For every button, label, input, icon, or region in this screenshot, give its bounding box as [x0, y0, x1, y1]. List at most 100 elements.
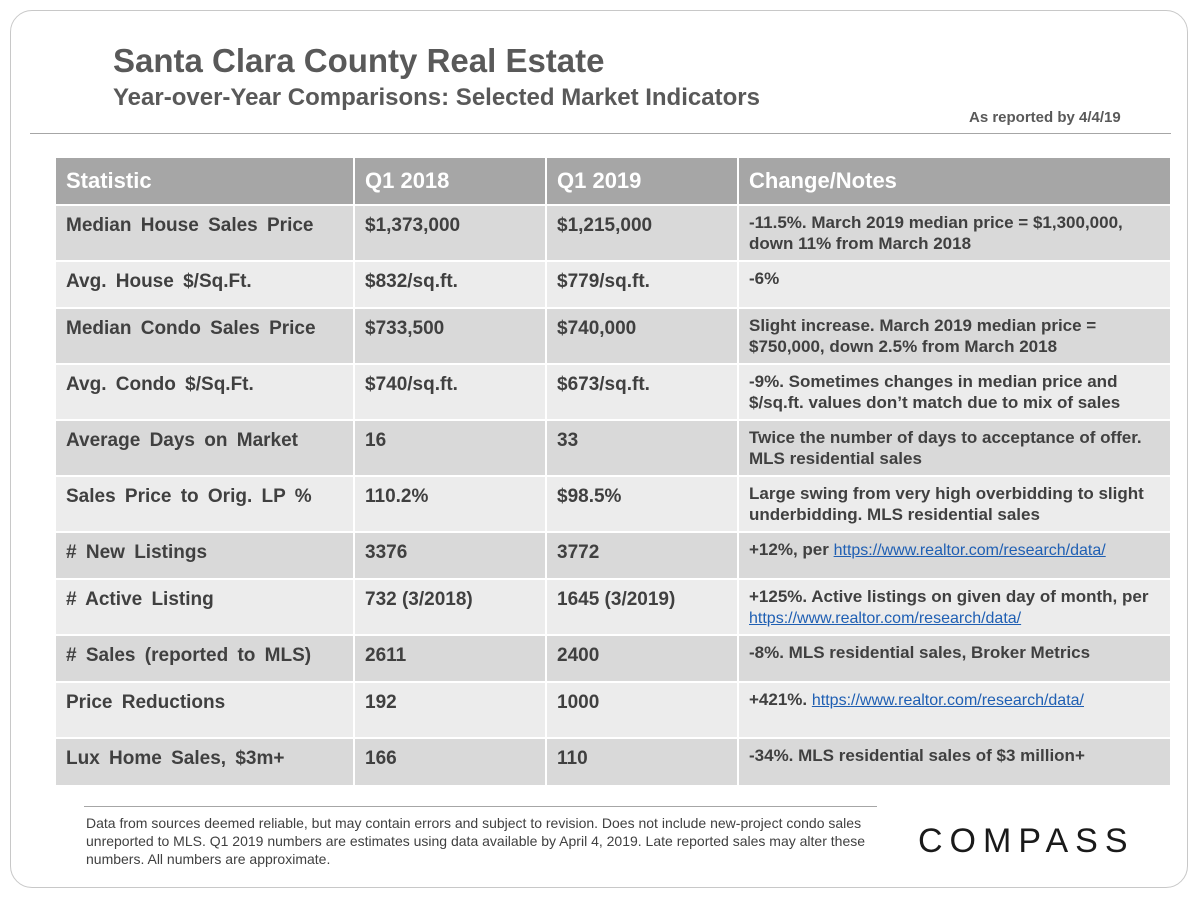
cell-q1-2018-text: $740/sq.ft.: [365, 374, 458, 395]
column-header-q1-2019: Q1 2019: [546, 158, 739, 205]
cell-q1-2018-text: 732 (3/2018): [365, 589, 473, 610]
cell-q1-2019: $1,215,000: [546, 204, 739, 261]
cell-q1-2018: 166: [354, 737, 547, 785]
cell-notes: +421%. https://www.realtor.com/research/…: [738, 681, 1170, 738]
cell-statistic: Avg. House $/Sq.Ft.: [56, 260, 355, 308]
cell-q1-2019: 110: [546, 737, 739, 785]
cell-q1-2018: 16: [354, 419, 547, 476]
cell-q1-2018-text: 16: [365, 430, 387, 451]
footnote-disclaimer: Data from sources deemed reliable, but m…: [86, 815, 866, 867]
cell-q1-2018: $733,500: [354, 307, 547, 364]
cell-notes: -34%. MLS residential sales of $3 millio…: [738, 737, 1170, 785]
cell-q1-2018-text: $1,373,000: [365, 215, 461, 236]
cell-notes-text: +125%. Active listings on given day of m…: [749, 587, 1149, 606]
cell-notes-text: -9%. Sometimes changes in median price a…: [749, 372, 1121, 412]
cell-q1-2019-text: $740,000: [557, 318, 637, 339]
cell-statistic-text: # New Listings: [66, 542, 208, 563]
cell-q1-2018: $832/sq.ft.: [354, 260, 547, 308]
market-indicators-table: Statistic Q1 2018 Q1 2019 Change/Notes M…: [56, 158, 1170, 785]
cell-q1-2019: 1000: [546, 681, 739, 738]
cell-q1-2019-text: 1645 (3/2019): [557, 589, 676, 610]
cell-notes: Large swing from very high overbidding t…: [738, 475, 1170, 532]
cell-statistic: Median Condo Sales Price: [56, 307, 355, 364]
cell-statistic: # New Listings: [56, 531, 355, 579]
cell-q1-2019-text: $673/sq.ft.: [557, 374, 650, 395]
table-row: Median House Sales Price $1,373,000 $1,215…: [56, 204, 1170, 261]
table-body: Median House Sales Price $1,373,000 $1,215…: [56, 204, 1170, 785]
table-header-row: Statistic Q1 2018 Q1 2019 Change/Notes: [56, 158, 1170, 205]
cell-statistic-text: Lux Home Sales, $3m+: [66, 748, 285, 769]
cell-q1-2018-text: 166: [365, 748, 397, 769]
cell-q1-2018-text: 110.2%: [365, 486, 429, 507]
cell-q1-2018-text: $733,500: [365, 318, 445, 339]
cell-notes-text: -8%. MLS residential sales, Broker Metri…: [749, 643, 1091, 662]
cell-q1-2018: $1,373,000: [354, 204, 547, 261]
cell-notes: Twice the number of days to acceptance o…: [738, 419, 1170, 476]
cell-q1-2018: $740/sq.ft.: [354, 363, 547, 420]
cell-notes-text: +421%.: [749, 690, 808, 709]
cell-q1-2018: 3376: [354, 531, 547, 579]
cell-statistic-text: Price Reductions: [66, 692, 226, 713]
cell-notes-text: -11.5%. March 2019 median price = $1,300…: [749, 213, 1123, 253]
cell-notes-text: +12%, per: [749, 540, 829, 559]
page-subtitle: Year-over-Year Comparisons: Selected Mar…: [113, 84, 760, 111]
cell-q1-2018: 110.2%: [354, 475, 547, 532]
cell-statistic-text: Median Condo Sales Price: [66, 318, 316, 339]
page-title: Santa Clara County Real Estate: [113, 42, 605, 79]
table-row: # New Listings 3376 3772 +12%, per https://…: [56, 531, 1170, 579]
cell-notes: -8%. MLS residential sales, Broker Metri…: [738, 634, 1170, 682]
cell-q1-2019: 1645 (3/2019): [546, 578, 739, 635]
cell-statistic: # Active Listing: [56, 578, 355, 635]
cell-notes: -6%: [738, 260, 1170, 308]
cell-q1-2019: 2400: [546, 634, 739, 682]
cell-notes-text: Large swing from very high overbidding t…: [749, 484, 1144, 524]
cell-notes-text: Twice the number of days to acceptance o…: [749, 428, 1142, 468]
cell-q1-2019-text: 1000: [557, 692, 600, 713]
cell-statistic-text: Average Days on Market: [66, 430, 299, 451]
realtor-data-link[interactable]: https://www.realtor.com/research/data/: [749, 610, 1022, 627]
cell-q1-2019-text: $1,215,000: [557, 215, 653, 236]
cell-q1-2018-text: 2611: [365, 645, 407, 666]
cell-statistic-text: Avg. House $/Sq.Ft.: [66, 271, 252, 292]
cell-statistic: Avg. Condo $/Sq.Ft.: [56, 363, 355, 420]
cell-notes: -9%. Sometimes changes in median price a…: [738, 363, 1170, 420]
cell-q1-2019-text: 2400: [557, 645, 600, 666]
cell-notes-text: Slight increase. March 2019 median price…: [749, 316, 1097, 356]
cell-q1-2018-text: 192: [365, 692, 397, 713]
cell-notes: -11.5%. March 2019 median price = $1,300…: [738, 204, 1170, 261]
cell-q1-2019: $673/sq.ft.: [546, 363, 739, 420]
cell-q1-2019: $740,000: [546, 307, 739, 364]
cell-q1-2019-text: $98.5%: [557, 486, 622, 507]
cell-statistic-text: Median House Sales Price: [66, 215, 314, 236]
realtor-data-link[interactable]: https://www.realtor.com/research/data/: [811, 692, 1084, 709]
cell-notes: +12%, per https://www.realtor.com/resear…: [738, 531, 1170, 579]
cell-q1-2019: 3772: [546, 531, 739, 579]
table-row: Avg. Condo $/Sq.Ft. $740/sq.ft. $673/sq.ft…: [56, 363, 1170, 420]
cell-statistic-text: Avg. Condo $/Sq.Ft.: [66, 374, 254, 395]
table-row: Price Reductions 192 1000 +421%. https://ww…: [56, 681, 1170, 738]
column-header-statistic: Statistic: [56, 158, 355, 205]
cell-statistic: # Sales (reported to MLS): [56, 634, 355, 682]
cell-notes-text: -6%: [749, 269, 780, 288]
cell-q1-2018: 192: [354, 681, 547, 738]
compass-logo: COMPASS: [918, 822, 1135, 860]
table-row: Avg. House $/Sq.Ft. $832/sq.ft. $779/sq.ft…: [56, 260, 1170, 308]
cell-q1-2019: $779/sq.ft.: [546, 260, 739, 308]
realtor-data-link[interactable]: https://www.realtor.com/research/data/: [833, 542, 1106, 559]
cell-statistic: Median House Sales Price: [56, 204, 355, 261]
cell-statistic: Sales Price to Orig. LP %: [56, 475, 355, 532]
cell-statistic-text: # Active Listing: [66, 589, 214, 610]
table-row: Median Condo Sales Price $733,500 $740,000…: [56, 307, 1170, 364]
footnote-divider: [84, 806, 877, 807]
cell-q1-2019-text: 3772: [557, 542, 600, 563]
cell-q1-2019-text: 33: [557, 430, 579, 451]
cell-statistic: Lux Home Sales, $3m+: [56, 737, 355, 785]
cell-q1-2018: 732 (3/2018): [354, 578, 547, 635]
table-row: # Sales (reported to MLS) 2611 2400 -8%. ML…: [56, 634, 1170, 682]
cell-q1-2018: 2611: [354, 634, 547, 682]
column-header-q1-2018: Q1 2018: [354, 158, 547, 205]
table-row: Average Days on Market 16 33 Twice the numb…: [56, 419, 1170, 476]
header-divider: [30, 133, 1171, 134]
column-header-notes: Change/Notes: [738, 158, 1170, 205]
table-row: Lux Home Sales, $3m+ 166 110 -34%. MLS resi…: [56, 737, 1170, 785]
